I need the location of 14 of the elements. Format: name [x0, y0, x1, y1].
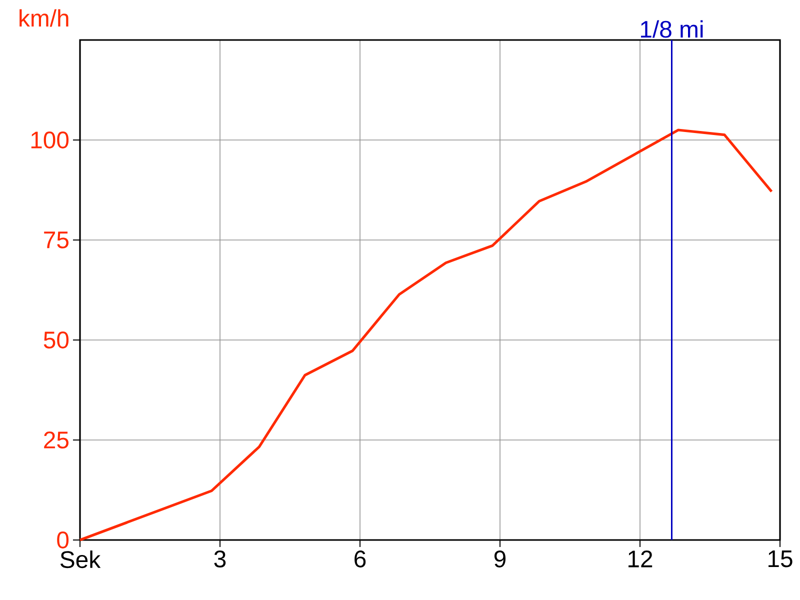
y-tick-label: 50 — [44, 332, 69, 348]
x-tick-label: Sek — [60, 550, 101, 568]
y-tick-label: 100 — [31, 132, 69, 148]
x-tick-label: 12 — [628, 550, 652, 568]
y-tick-label: 0 — [57, 532, 69, 548]
y-axis-title: km/h — [20, 9, 68, 27]
x-tick-label: 3 — [214, 550, 226, 568]
x-tick-label: 9 — [494, 550, 506, 568]
x-tick-label: 6 — [354, 550, 366, 568]
y-tick-label: 75 — [44, 232, 68, 248]
x-tick-label: 15 — [768, 550, 792, 568]
ref-line-label: 1/8 mi — [641, 20, 703, 38]
line-series — [78, 128, 773, 542]
y-tick-label: 25 — [44, 432, 68, 448]
